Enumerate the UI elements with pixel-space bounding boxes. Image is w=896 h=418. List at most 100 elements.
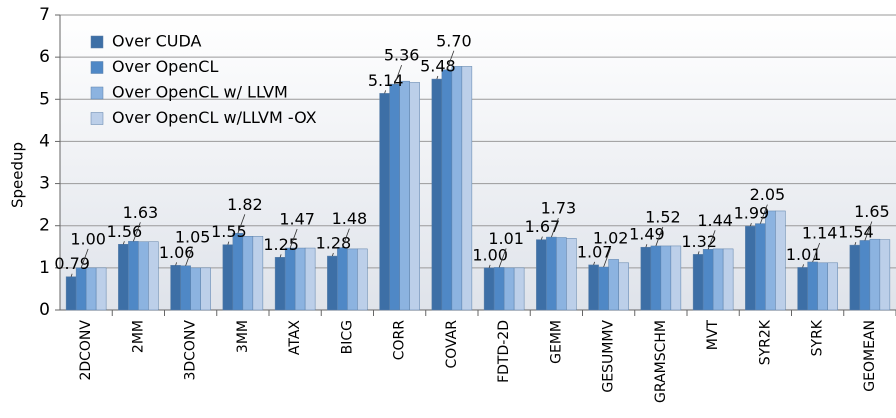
value-label: 1.54	[838, 223, 874, 242]
bar	[536, 239, 547, 311]
bar	[75, 267, 87, 311]
value-label: 0.79	[54, 254, 90, 273]
leader-line	[603, 247, 612, 268]
y-tick-label: 4	[39, 131, 50, 151]
bar	[200, 267, 211, 311]
leader-line	[331, 252, 334, 257]
leader-line	[864, 221, 873, 241]
leader-line	[175, 262, 178, 266]
leader-line	[593, 261, 596, 266]
x-tick-label: SYR2K	[757, 319, 773, 365]
value-label: 5.70	[436, 31, 472, 50]
bar	[513, 267, 525, 311]
y-tick-label: 2	[39, 216, 50, 236]
leader-line	[498, 248, 507, 268]
value-label: 1.73	[541, 199, 577, 218]
x-tick-label: FDTD-2D	[496, 320, 512, 383]
bar	[879, 239, 891, 311]
leader-line	[341, 228, 350, 248]
bar	[608, 259, 619, 311]
leader-line	[854, 241, 857, 246]
y-tick-label: 0	[39, 300, 50, 320]
value-label: 1.28	[316, 234, 352, 253]
value-label: 1.56	[107, 222, 143, 241]
x-tick-label: GESUMMV	[601, 320, 617, 393]
value-label: 1.25	[263, 235, 299, 254]
leader-line	[802, 264, 805, 268]
leader-line	[812, 242, 821, 263]
x-tick-label: 2MM	[130, 320, 146, 353]
legend-label: Over CUDA	[112, 32, 201, 51]
y-tick-label: 3	[39, 174, 50, 194]
bar	[304, 247, 316, 311]
value-label: 1.00	[70, 229, 106, 248]
leader-line	[237, 214, 246, 234]
y-tick-label: 7	[39, 5, 50, 25]
leader-line	[394, 64, 403, 85]
bar	[389, 83, 400, 311]
value-label: 1.99	[734, 204, 770, 223]
x-tick-label: 3DCONV	[183, 320, 199, 381]
x-tick-label: GEOMEAN	[862, 320, 878, 392]
value-label: 2.05	[750, 185, 786, 204]
x-tick-label: MVT	[705, 320, 721, 351]
bar	[859, 240, 871, 311]
bar	[242, 236, 254, 311]
leader-line	[122, 241, 125, 245]
x-tick-label: SYRK	[810, 319, 826, 356]
bar	[431, 78, 443, 311]
bar	[294, 247, 306, 311]
value-label: 1.02	[593, 229, 629, 248]
x-tick-label: GRAMSCHM	[653, 320, 669, 403]
bar	[399, 80, 410, 311]
bar	[807, 261, 818, 311]
value-label: 1.05	[175, 227, 211, 246]
bar	[252, 236, 264, 311]
bar	[618, 262, 629, 311]
bar	[483, 267, 495, 311]
value-label: 1.47	[279, 210, 315, 229]
x-tick-label: GEMM	[548, 320, 564, 364]
bar	[461, 66, 473, 311]
x-tick-label: BICG	[339, 320, 355, 354]
leader-line	[645, 244, 648, 248]
leader-line	[550, 217, 559, 238]
bar	[660, 245, 672, 311]
legend-label: Over OpenCL w/LLVM -OX	[112, 108, 317, 127]
value-label: 1.01	[786, 245, 822, 264]
bar	[755, 223, 766, 311]
bar	[379, 93, 390, 311]
bar	[138, 241, 149, 311]
bar	[441, 69, 453, 311]
y-tick-label: 6	[39, 47, 50, 67]
bar	[503, 267, 515, 311]
value-label: 1.14	[802, 223, 838, 242]
bar	[869, 238, 881, 311]
bar	[849, 244, 861, 311]
bar	[712, 248, 724, 311]
bar	[128, 241, 139, 311]
leader-line	[436, 75, 439, 80]
value-label: 1.49	[629, 225, 665, 244]
legend-swatch	[90, 35, 104, 49]
bar	[284, 247, 296, 311]
value-label: 1.48	[332, 209, 368, 228]
leader-line	[749, 223, 752, 227]
legend-label: Over OpenCL w/ LLVM	[112, 83, 288, 102]
bar	[493, 267, 505, 311]
x-tick-label: COVAR	[444, 320, 460, 369]
bar	[556, 237, 567, 311]
legend-swatch	[90, 112, 104, 125]
value-label: 1.65	[854, 202, 890, 221]
bar	[85, 267, 97, 311]
legend-swatch	[90, 86, 104, 100]
value-label: 1.67	[525, 217, 561, 236]
leader-line	[70, 273, 73, 277]
bar	[588, 264, 599, 311]
bar	[337, 247, 348, 311]
bar	[827, 262, 838, 311]
x-tick-label: ATAX	[287, 320, 303, 356]
bar	[232, 233, 244, 311]
leader-line	[227, 241, 230, 245]
bar	[640, 246, 652, 311]
